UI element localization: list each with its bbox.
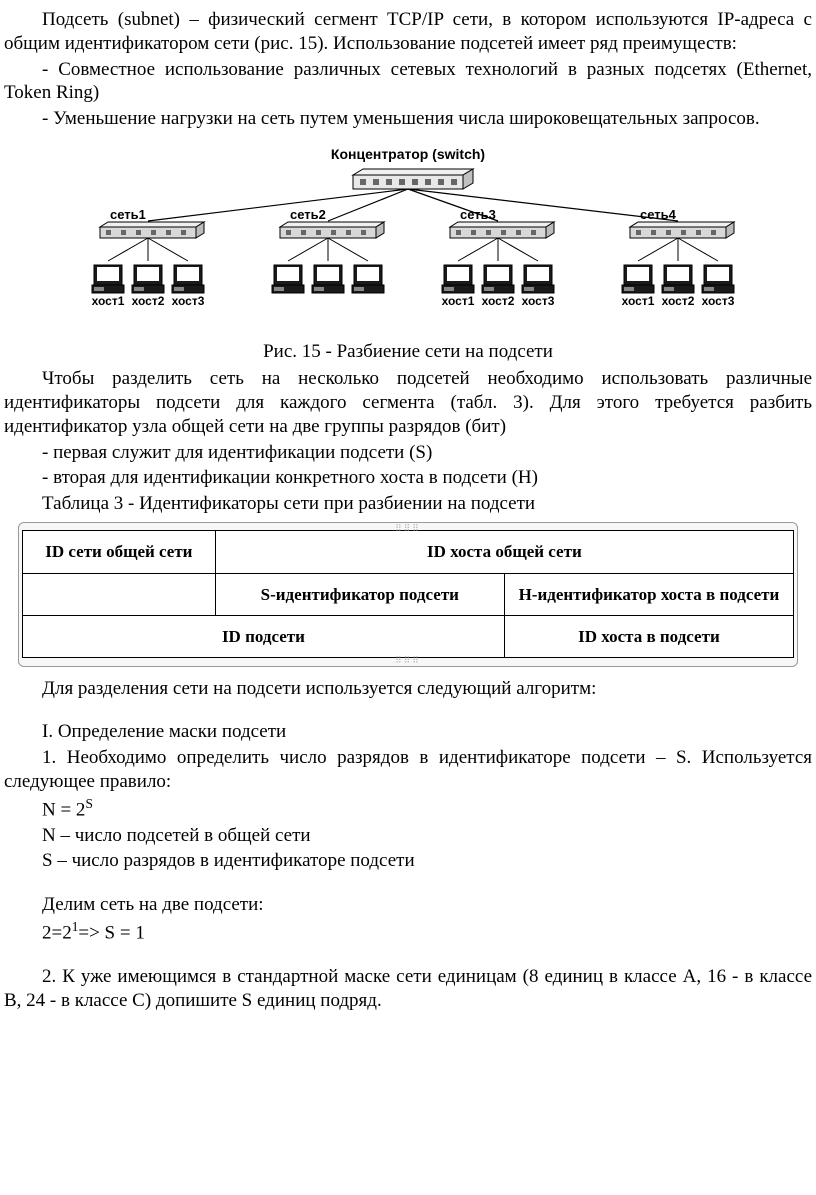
paragraph-7: S – число разрядов в идентификаторе подс… — [4, 849, 812, 873]
paragraph-2: Чтобы разделить сеть на несколько подсет… — [4, 367, 812, 438]
bullet-4: - вторая для идентификации конкретного х… — [4, 466, 812, 490]
formula-2: 2=21=> S = 1 — [4, 919, 812, 945]
svg-text:хост3: хост3 — [702, 294, 735, 308]
table-row: ID сети общей сети ID хоста общей сети — [23, 531, 794, 573]
svg-text:хост2: хост2 — [662, 294, 695, 308]
figure-caption: Рис. 15 - Разбиение сети на подсети — [4, 340, 812, 364]
formula-1a: N = 2 — [42, 799, 85, 820]
paragraph-3: Для разделения сети на подсети используе… — [4, 677, 812, 701]
svg-text:хост1: хост1 — [622, 294, 655, 308]
identifiers-table: ID сети общей сети ID хоста общей сети S… — [22, 530, 794, 658]
cell-r2c3: H-идентификатор хоста в подсети — [504, 573, 793, 615]
svg-text:хост1: хост1 — [442, 294, 475, 308]
svg-text:сеть4: сеть4 — [640, 207, 677, 222]
paragraph-5: 1. Необходимо определить число разрядов … — [4, 746, 812, 794]
table-handle-bottom: ⠿⠿⠿ — [22, 658, 794, 663]
bullet-1: - Совместное использование различных сет… — [4, 58, 812, 106]
formula-1b: S — [85, 796, 92, 811]
cell-r1c2: ID хоста общей сети — [215, 531, 793, 573]
svg-text:хост1: хост1 — [92, 294, 125, 308]
cell-r3c2: ID хоста в подсети — [504, 615, 793, 657]
formula-2a: 2=2 — [42, 922, 72, 943]
svg-text:хост3: хост3 — [172, 294, 205, 308]
cell-r2c2: S-идентификатор подсети — [215, 573, 504, 615]
paragraph-9: 2. К уже имеющимся в стандартной маске с… — [4, 965, 812, 1013]
table-row: ID подсети ID хоста в подсети — [23, 615, 794, 657]
cell-r2c1 — [23, 573, 216, 615]
svg-text:хост2: хост2 — [482, 294, 515, 308]
formula-2c: => S = 1 — [78, 922, 144, 943]
formula-1: N = 2S — [4, 796, 812, 822]
network-diagram: Концентратор (switch) сеть1 хост1 хост2 хост… — [28, 145, 788, 332]
table-caption: Таблица 3 - Идентификаторы сети при разб… — [4, 492, 812, 516]
paragraph-intro: Подсеть (subnet) – физический сегмент TC… — [4, 8, 812, 56]
heading-step-1: I. Определение маски подсети — [4, 720, 812, 744]
cell-r3c1: ID подсети — [23, 615, 505, 657]
table-container: ⠿⠿⠿ ID сети общей сети ID хоста общей се… — [18, 522, 798, 667]
table-row: S-идентификатор подсети H-идентификатор … — [23, 573, 794, 615]
svg-text:хост2: хост2 — [132, 294, 165, 308]
diagram-svg: Концентратор (switch) сеть1 хост1 хост2 хост… — [28, 145, 788, 325]
svg-text:сеть3: сеть3 — [460, 207, 496, 222]
svg-text:хост3: хост3 — [522, 294, 555, 308]
svg-text:сеть2: сеть2 — [290, 207, 326, 222]
svg-text:сеть1: сеть1 — [110, 207, 146, 222]
bullet-2: - Уменьшение нагрузки на сеть путем умен… — [4, 107, 812, 131]
paragraph-8: Делим сеть на две подсети: — [4, 893, 812, 917]
bullet-3: - первая служит для идентификации подсет… — [4, 441, 812, 465]
cell-r1c1: ID сети общей сети — [23, 531, 216, 573]
svg-text:Концентратор (switch): Концентратор (switch) — [331, 146, 485, 162]
paragraph-6: N – число подсетей в общей сети — [4, 824, 812, 848]
